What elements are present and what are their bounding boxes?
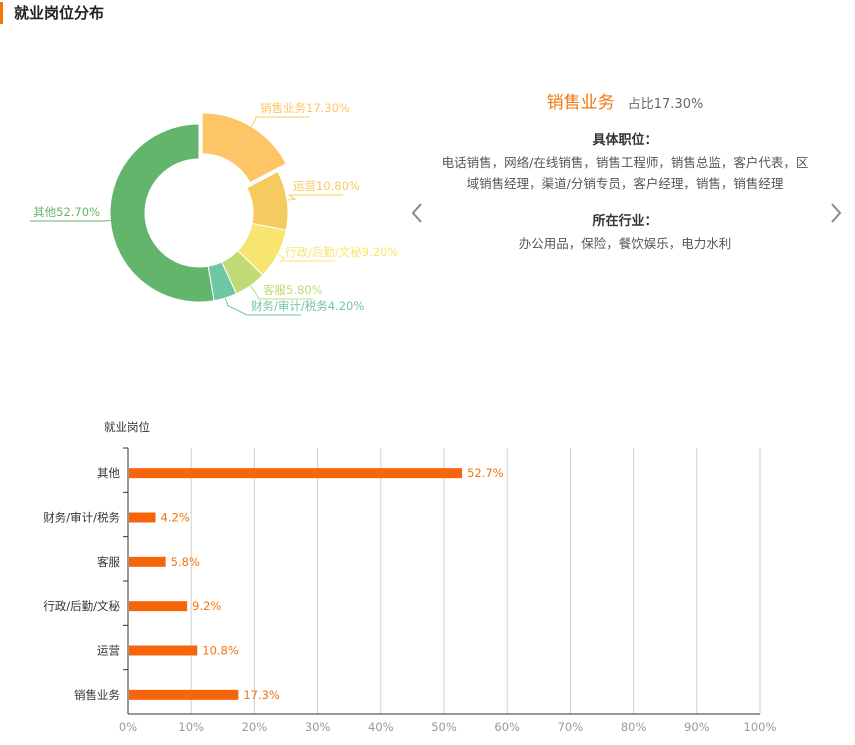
chevron-right-icon[interactable] [826,198,846,228]
pie-label: 运营10.80% [293,179,360,193]
section-title: 就业岗位分布 [0,2,104,24]
x-tick-label: 30% [305,720,331,734]
x-tick-label: 60% [494,720,520,734]
positions-heading: 具体职位： [592,133,658,148]
bar[interactable] [129,601,188,612]
pie-leader-line [249,285,313,300]
chevron-left-icon[interactable] [407,198,427,228]
pie-leader-line [277,253,335,262]
y-category-label: 其他 [97,466,120,480]
bar[interactable] [129,512,156,523]
info-title-row: 销售业务 占比17.30% [440,88,810,113]
y-axis-title: 就业岗位 [104,420,150,434]
pie-leader-line [287,194,343,201]
x-tick-label: 70% [558,720,584,734]
x-tick-label: 50% [431,720,457,734]
bar[interactable] [129,468,463,479]
y-category-label: 销售业务 [74,688,120,702]
bar-value-label: 52.7% [467,466,504,480]
industry-text: 办公用品，保险，餐饮娱乐，电力水利 [518,236,732,251]
y-category-label: 财务/审计/税务 [43,511,120,525]
pie-leader-line [30,220,111,222]
x-tick-label: 10% [178,720,204,734]
pie-leader-line [224,297,301,316]
bar[interactable] [129,689,239,700]
pie-slice[interactable] [109,123,215,303]
y-category-label: 运营 [97,644,120,658]
pie-label: 行政/后勤/文秘9.20% [285,245,398,259]
bar[interactable] [129,645,198,656]
y-category-label: 客服 [97,555,120,569]
pie-label: 销售业务17.30% [260,101,350,115]
pie-label: 客服5.80% [263,283,323,297]
bar-value-label: 4.2% [161,511,190,525]
y-category-label: 行政/后勤/文秘 [43,599,120,613]
x-tick-label: 40% [368,720,394,734]
positions-text: 电话销售，网络/在线销售，销售工程师，销售总监，客户代表，区域销售经理，渠道/分… [441,155,809,191]
bar-value-label: 5.8% [171,555,200,569]
pie-label: 财务/审计/税务4.20% [251,299,364,313]
bar[interactable] [129,556,166,567]
x-tick-label: 90% [684,720,710,734]
x-tick-label: 80% [621,720,647,734]
info-panel: 销售业务 占比17.30% 具体职位： 电话销售，网络/在线销售，销售工程师，销… [440,88,810,254]
bar-chart: 就业岗位 0% 10% 20% 30% 40% 50% 60% 70% 80% 90% 100% 其他 5… [43,420,777,734]
info-share: 占比17.30% [627,97,704,112]
pie-leader-line [250,116,310,127]
info-title: 销售业务 [546,93,615,113]
industry-heading: 所在行业： [592,214,658,229]
bar-value-label: 10.8% [202,644,239,658]
pie-label: 其他52.70% [33,205,100,219]
bar-value-label: 17.3% [243,688,280,702]
x-tick-label: 0% [119,720,137,734]
x-tick-label: 20% [242,720,268,734]
x-tick-label: 100% [744,720,777,734]
bar-value-label: 9.2% [192,599,221,613]
donut-chart: 销售业务17.30% 运营10.80% 行政/后勤/文秘9.20% 客服5.80% 财务… [30,101,398,316]
pie-slice[interactable] [201,112,287,184]
